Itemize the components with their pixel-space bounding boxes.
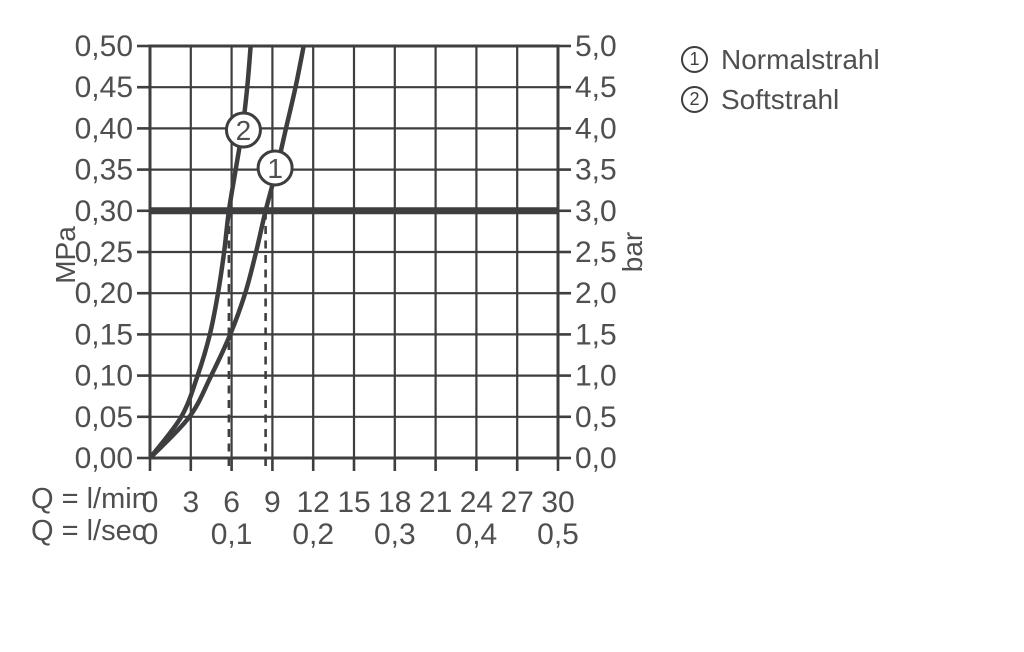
y-axis-right-unit-bar: bar (617, 231, 648, 273)
tick-label-lmin: 18 (378, 486, 411, 519)
tick-label-lsec: 0,1 (211, 518, 253, 551)
tick-label-mpa: 0,45 (75, 71, 133, 104)
tick-label-lmin: 12 (297, 486, 330, 519)
tick-label-lmin: 9 (264, 486, 281, 519)
curve-normalstrahl (150, 46, 306, 458)
tick-label-bar: 0,0 (575, 442, 617, 475)
legend-label: Softstrahl (721, 83, 840, 115)
tick-label-lmin: 15 (337, 486, 370, 519)
tick-label-bar: 2,0 (575, 277, 617, 310)
tick-label-lsec: 0,4 (456, 518, 498, 551)
tick-label-mpa: 0,25 (75, 236, 133, 269)
tick-label-bar: 1,5 (575, 318, 617, 351)
tick-label-lmin: 27 (501, 486, 534, 519)
legend-number-2-icon: 2 (681, 86, 708, 113)
legend: 1 Normalstrahl 2 Softstrahl (681, 43, 880, 126)
tick-label-mpa: 0,05 (75, 401, 133, 434)
tick-label-mpa: 0,30 (75, 195, 133, 228)
legend-number-1-icon: 1 (681, 46, 708, 73)
legend-item-normalstrahl: 1 Normalstrahl (681, 43, 880, 75)
tick-label-lsec: 0,3 (374, 518, 416, 551)
curve-marker-circle-2 (224, 111, 262, 149)
tick-label-lmin: 24 (460, 486, 493, 519)
tick-label-mpa: 0,00 (75, 442, 133, 475)
tick-label-mpa: 0,10 (75, 360, 133, 393)
tick-label-mpa: 0,35 (75, 154, 133, 187)
tick-label-lmin: 30 (541, 486, 574, 519)
tick-label-bar: 4,0 (575, 112, 617, 145)
x-axis-unit-lsec: Q = l/sec (31, 515, 147, 547)
x-axis-unit-lmin: Q = l/min (31, 483, 148, 515)
curve-marker-number-2: 2 (236, 115, 252, 146)
tick-label-lmin: 21 (419, 486, 452, 519)
tick-label-bar: 4,5 (575, 71, 617, 104)
tick-label-bar: 1,0 (575, 360, 617, 393)
tick-label-mpa: 0,20 (75, 277, 133, 310)
tick-label-mpa: 0,15 (75, 318, 133, 351)
tick-label-lsec: 0 (142, 518, 159, 551)
curve-marker-circle-1 (256, 149, 294, 187)
tick-label-lmin: 6 (223, 486, 240, 519)
legend-item-softstrahl: 2 Softstrahl (681, 83, 880, 115)
tick-label-lmin: 0 (142, 486, 159, 519)
tick-label-mpa: 0,50 (75, 30, 133, 63)
tick-label-lmin: 3 (182, 486, 199, 519)
tick-label-lsec: 0,2 (292, 518, 334, 551)
tick-label-bar: 2,5 (575, 236, 617, 269)
legend-label: Normalstrahl (721, 43, 880, 75)
y-axis-left-unit-mpa: MPa (50, 226, 81, 284)
tick-label-mpa: 0,40 (75, 112, 133, 145)
tick-label-bar: 0,5 (575, 401, 617, 434)
curve-marker-number-1: 1 (267, 153, 283, 184)
tick-label-bar: 3,5 (575, 154, 617, 187)
tick-label-lsec: 0,5 (537, 518, 579, 551)
tick-label-bar: 3,0 (575, 195, 617, 228)
tick-label-bar: 5,0 (575, 30, 617, 63)
